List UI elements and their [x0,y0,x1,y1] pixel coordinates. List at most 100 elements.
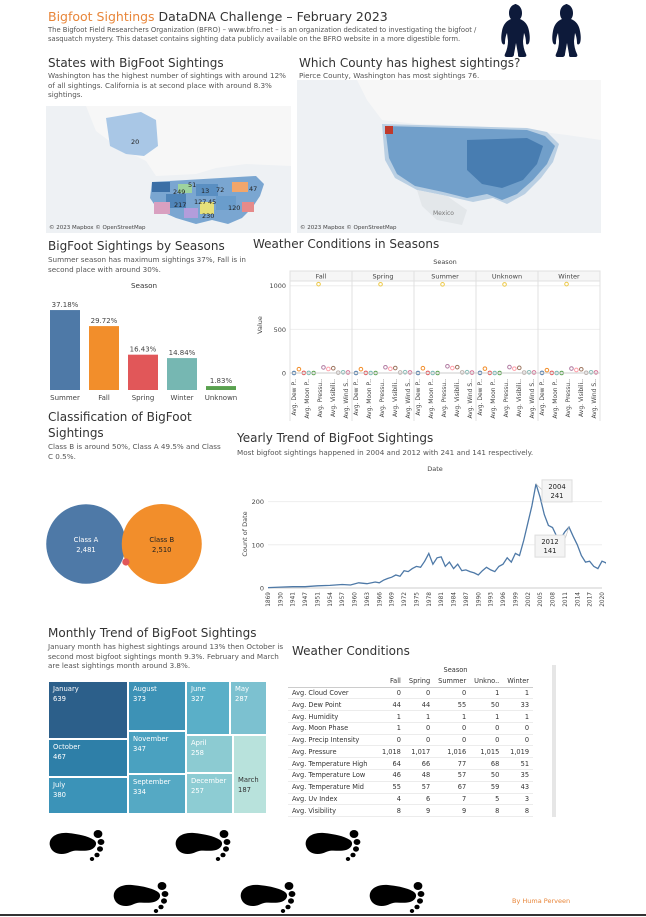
tick-label: 1954 [328,592,334,607]
scatter-point [450,365,455,371]
bubble-class-c [122,558,130,566]
row-label: Avg. Uv Index [292,794,338,803]
seasons-title: BigFoot Sightings by Seasons [48,239,225,253]
treemap-cell[interactable]: December 257 [186,773,233,814]
tick-label: 1990 [476,592,482,607]
footprint-icon [240,882,296,913]
table-cell: 0 [425,688,431,697]
treemap-cell[interactable]: November 347 [128,731,186,774]
measure-label: Avg. Moon P.. [366,379,373,419]
scatter-point [440,282,445,287]
table-cell: 57 [457,771,467,780]
table-cell: 3 [524,794,530,803]
measure-label: Avg. Dew P.. [291,379,298,416]
measure-label: Avg. Pressu.. [441,379,448,417]
page-title: Bigfoot Sightings DataDNA Challenge – Fe… [48,9,388,24]
table-cell: 7 [461,794,467,803]
panel-label: Summer [431,273,459,281]
tick-label: 1996 [501,592,507,607]
state-label: 127 [194,198,207,206]
treemap-cell[interactable]: July 380 [48,777,128,814]
table-cell: 0 [524,736,530,745]
table-row: Avg. Humidity 1 1 1 1 1 [288,711,534,723]
annotation-leader [535,483,543,491]
state-label: 47 [249,185,258,193]
alaska-region [106,112,158,156]
season-bar-chart[interactable]: Season 37.18% Summer 29.72% Fall 16.43% Spring… [44,278,244,408]
state-label: 230 [202,212,215,220]
table-cell: 0 [396,688,401,697]
tick-label: 0 [282,370,286,378]
scatter-point [544,367,550,373]
measure-label: Avg. Pressu.. [379,379,386,417]
scatter-point [454,364,460,370]
scatter-point [388,366,393,372]
table-row: Avg. Temperature Mid 55 57 67 59 43 [288,781,534,794]
row-label: Avg. Dew Point [292,700,342,709]
table-column-header: Fall [389,677,401,686]
treemap-cell[interactable]: June 327 [186,681,230,735]
table-cell: 5 [495,794,500,803]
scatter-point [564,281,569,287]
bar-data-label: 37.18% [52,301,79,309]
treemap-cell[interactable]: September 334 [128,774,186,814]
yearly-line-chart[interactable]: Date Count of Date 0 100 200 1869 1930 1941 1947… [238,462,606,622]
table-cell: 68 [490,759,500,768]
treemap-cell[interactable]: August 373 [128,681,186,731]
table-row: Avg. Pressure 1,018 1,017 1,016 1,015 1,019 [288,746,534,758]
seasons-subtitle: Summer season has maximum sightings 37%,… [48,255,246,274]
yearly-title: Yearly Trend of BigFoot Sightings [237,431,434,445]
scatter-point [326,366,331,372]
title-rest: DataDNA Challenge – February 2023 [154,9,388,24]
table-cell: 1,018 [382,747,401,756]
tick-label: 2014 [575,592,581,607]
table-cell: 35 [520,771,530,780]
treemap-cell[interactable]: April 258 [186,735,233,773]
states-map[interactable]: 20 51 13 72 249 127 45 217 230 120 47 © … [46,106,291,233]
treemap-cell[interactable]: March 187 [233,735,267,814]
table-cell: 0 [396,736,401,745]
table-cell: 43 [520,783,530,792]
scatter-point [296,366,302,372]
table-column-header: Winter [507,677,530,686]
bar-category-label: Unknown [205,394,238,402]
treemap-cell[interactable]: January 639 [48,681,128,739]
scatter-point [502,282,507,287]
scatter-point [531,370,537,375]
table-cell: 8 [396,806,401,815]
county-map[interactable]: Mexico © 2023 Mapbox © OpenStreetMap [297,80,601,233]
scatter-point [407,370,413,375]
table-row: Avg. Precip Intensity 0 0 0 0 0 [288,734,534,746]
tick-label: 1984 [452,592,458,607]
measure-label: Avg. Visibili.. [516,379,523,417]
state-label: 120 [228,204,241,212]
tick-label: 1993 [489,592,495,607]
chart-title: Season [131,281,157,290]
tick-label: 1969 [390,592,396,607]
scatter-point [507,364,512,370]
monthly-treemap[interactable]: January 639 October 467 July 380 August 373 … [48,681,267,814]
scatter-point [340,370,346,375]
table-row: Avg. Temperature High 64 66 77 68 51 [288,758,534,770]
bar-category-label: Winter [170,394,193,402]
bigfoot-logo-icon [552,4,581,57]
scatter-point [482,366,488,371]
table-cell: 44 [392,700,401,709]
treemap-cell[interactable]: October 467 [48,739,128,777]
row-label: Avg. Pressure [292,747,337,756]
table-cell: 50 [490,771,500,780]
measure-label: Avg. Wind S.. [467,379,474,419]
table-cell: 0 [495,736,500,745]
classification-bubble-chart[interactable]: Class A 2,481 Class B 2,510 [44,500,224,590]
treemap-cell[interactable]: May 287 [230,681,267,735]
weather-table-container[interactable]: Season Fall Spring Summer Unkno.. Winter Avg… [288,665,556,817]
table-cell: 1 [495,688,500,697]
table-row: Avg. Temperature Low 46 48 57 50 35 [288,770,534,782]
scatter-point [574,367,579,373]
tick-label: 500 [274,326,286,334]
table-cell: 1 [396,724,401,733]
state-label: 249 [173,188,186,196]
panel-label: Fall [316,273,327,281]
table-cell: 0 [461,688,467,697]
